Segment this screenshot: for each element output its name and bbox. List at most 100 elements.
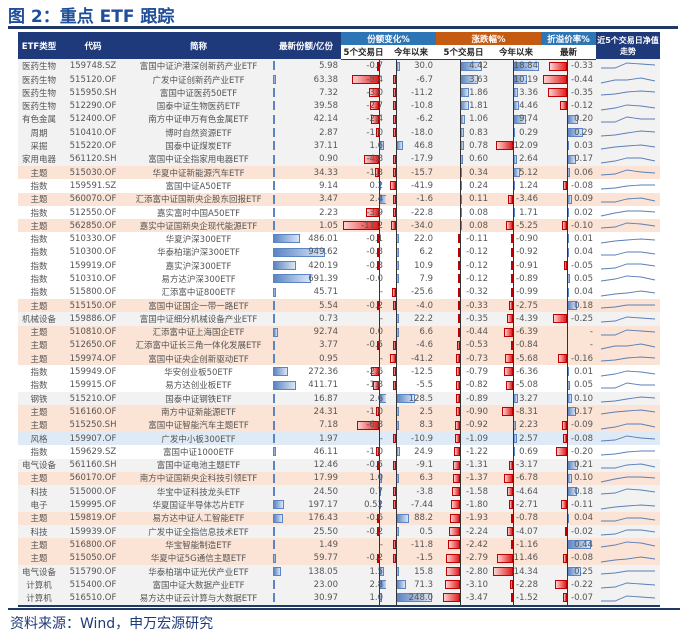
- negative-data-bar: [553, 314, 567, 324]
- cell-shytd: -11.2: [386, 86, 436, 100]
- cell-value: 4.46: [519, 101, 538, 112]
- negative-data-bar: [496, 141, 513, 151]
- negative-data-bar: [456, 354, 460, 364]
- zero-axis: [396, 112, 397, 127]
- cell-rytd: -14.34: [491, 564, 541, 579]
- cell-name: 华泰柏瑞中证光伏产业ETF: [126, 564, 271, 579]
- cell-sh5: -2.6: [341, 365, 386, 379]
- cell-value: 18.84: [513, 61, 538, 72]
- cell-code: 515400.OF: [60, 578, 126, 592]
- negative-data-bar: [505, 221, 513, 231]
- cell-value: 7.9: [419, 273, 433, 284]
- negative-data-bar: [391, 221, 396, 231]
- negative-data-bar: [393, 340, 396, 350]
- cell-value: 0.17: [574, 406, 593, 417]
- positive-data-bar: [273, 88, 275, 98]
- table-row: 家用电器 561120.SH 富国中证全指家用电器ETF 0.90 -4.8 -17.9 0…: [18, 152, 660, 166]
- cell-trend: [596, 272, 660, 286]
- zero-axis: [379, 431, 380, 446]
- cell-sh5: -: [341, 312, 386, 326]
- cell-value: -6.39: [516, 327, 538, 338]
- cell-sh5: -0.2: [341, 524, 386, 539]
- cell-value: -0.12: [466, 247, 488, 258]
- cell-value: -1.22: [466, 446, 488, 457]
- cell-type: 风格: [18, 431, 60, 446]
- cell-name: 南方中证国新央企科技引领ETF: [126, 471, 271, 486]
- cell-type: 钢铁: [18, 392, 60, 406]
- cell-value: -0.90: [466, 406, 488, 417]
- cell-value: -12.5: [411, 367, 433, 378]
- cell-value: -8.4: [366, 74, 383, 85]
- cell-value: -0.25: [571, 313, 593, 324]
- cell-value: 15.8: [414, 566, 433, 577]
- zero-axis: [396, 551, 397, 565]
- zero-axis: [396, 485, 397, 499]
- cell-shytd: -9.1: [386, 458, 436, 472]
- negative-data-bar: [458, 274, 460, 284]
- cell-r5: -0.53: [436, 338, 491, 353]
- cell-shares: 3.47: [271, 192, 341, 206]
- zero-axis: [379, 219, 380, 233]
- cell-type: 主题: [18, 325, 60, 339]
- cell-value: -25.6: [411, 287, 433, 298]
- cell-shares: 7.32: [271, 86, 341, 100]
- cell-name: 富国中证国企一带一路ETF: [126, 298, 271, 313]
- negative-data-bar: [493, 566, 513, 576]
- cell-rytd: -6.36: [491, 365, 541, 379]
- negative-data-bar: [501, 407, 513, 417]
- table-row: 主题 159819.OF 易方达中证人工智能ETF 176.43 -0.6 88.2 -1.…: [18, 511, 660, 525]
- cell-value: 22.2: [414, 313, 433, 324]
- zero-axis: [460, 418, 461, 432]
- zero-axis: [567, 165, 568, 180]
- cell-value: -0.5: [366, 340, 383, 351]
- zero-axis: [513, 232, 514, 246]
- positive-data-bar: [273, 394, 275, 404]
- cell-value: -0.7: [366, 61, 383, 72]
- cell-value: 45.71: [313, 287, 338, 298]
- negative-data-bar: [393, 367, 396, 377]
- negative-data-bar: [357, 420, 379, 430]
- cell-value: -3.9: [366, 207, 383, 218]
- zero-axis: [379, 591, 380, 604]
- negative-data-bar: [451, 500, 460, 510]
- cell-shytd: -11.8: [386, 538, 436, 552]
- cell-sh5: -2.7: [341, 99, 386, 113]
- cell-shares: 176.43: [271, 511, 341, 525]
- zero-axis: [513, 312, 514, 326]
- negative-data-bar: [563, 593, 567, 603]
- cell-rytd: -1.16: [491, 538, 541, 552]
- zero-axis: [460, 205, 461, 220]
- cell-type: 电气设备: [18, 458, 60, 472]
- nav-sparkline: [601, 329, 656, 336]
- cell-prem: 0.17: [541, 405, 596, 419]
- zero-axis: [513, 405, 514, 419]
- cell-rytd: 9.74: [491, 112, 541, 127]
- zero-axis: [567, 139, 568, 153]
- cell-value: -5.25: [516, 220, 538, 231]
- cell-value: 2.64: [519, 154, 538, 165]
- zero-axis: [513, 378, 514, 393]
- cell-prem: -0.25: [541, 312, 596, 326]
- cell-value: -0.73: [466, 353, 488, 364]
- zero-axis: [396, 418, 397, 432]
- cell-value: -0.79: [466, 367, 488, 378]
- cell-trend: [596, 498, 660, 512]
- zero-axis: [379, 405, 380, 419]
- zero-axis: [396, 405, 397, 419]
- cell-value: -14.34: [510, 566, 538, 577]
- nav-sparkline: [600, 356, 656, 362]
- cell-trend: [596, 298, 660, 313]
- nav-sparkline: [600, 290, 656, 297]
- cell-trend: [596, 405, 660, 419]
- zero-axis: [513, 431, 514, 446]
- positive-data-bar: [273, 500, 284, 510]
- negative-data-bar: [505, 354, 513, 364]
- nav-sparkline: [601, 463, 656, 469]
- zero-axis: [379, 272, 380, 286]
- cell-code: 512650.OF: [60, 338, 126, 353]
- nav-sparkline: [600, 169, 656, 176]
- negative-data-bar: [377, 460, 379, 470]
- cell-value: 6.6: [419, 327, 433, 338]
- zero-axis: [379, 511, 380, 525]
- cell-name: 易方达中证云计算与大数据ETF: [126, 591, 271, 607]
